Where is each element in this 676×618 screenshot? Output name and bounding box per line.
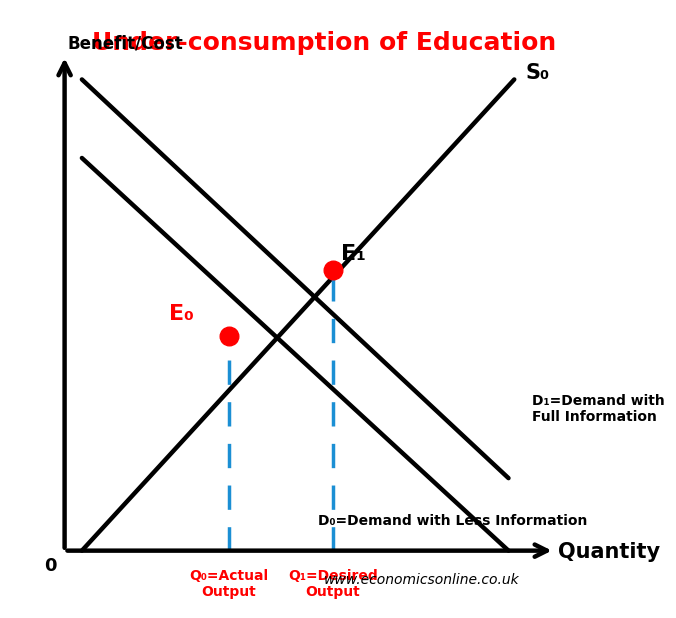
Text: Q₁=Desired
Output: Q₁=Desired Output xyxy=(288,569,378,599)
Text: E₀: E₀ xyxy=(170,304,194,324)
Text: Benefit/Cost: Benefit/Cost xyxy=(68,34,183,53)
Text: 0: 0 xyxy=(44,557,56,575)
Text: E₁: E₁ xyxy=(341,243,366,264)
Text: Quantity: Quantity xyxy=(558,542,660,562)
Point xyxy=(327,265,338,274)
Text: Under-consumption of Education: Under-consumption of Education xyxy=(92,31,556,55)
Text: Q₀=Actual
Output: Q₀=Actual Output xyxy=(189,569,268,599)
Text: D₁=Demand with
Full Information: D₁=Demand with Full Information xyxy=(531,394,665,424)
Text: D₀=Demand with Less Information: D₀=Demand with Less Information xyxy=(318,514,587,528)
Text: www.economicsonline.co.uk: www.economicsonline.co.uk xyxy=(324,573,520,587)
Text: S₀: S₀ xyxy=(526,64,550,83)
Point xyxy=(224,331,235,341)
